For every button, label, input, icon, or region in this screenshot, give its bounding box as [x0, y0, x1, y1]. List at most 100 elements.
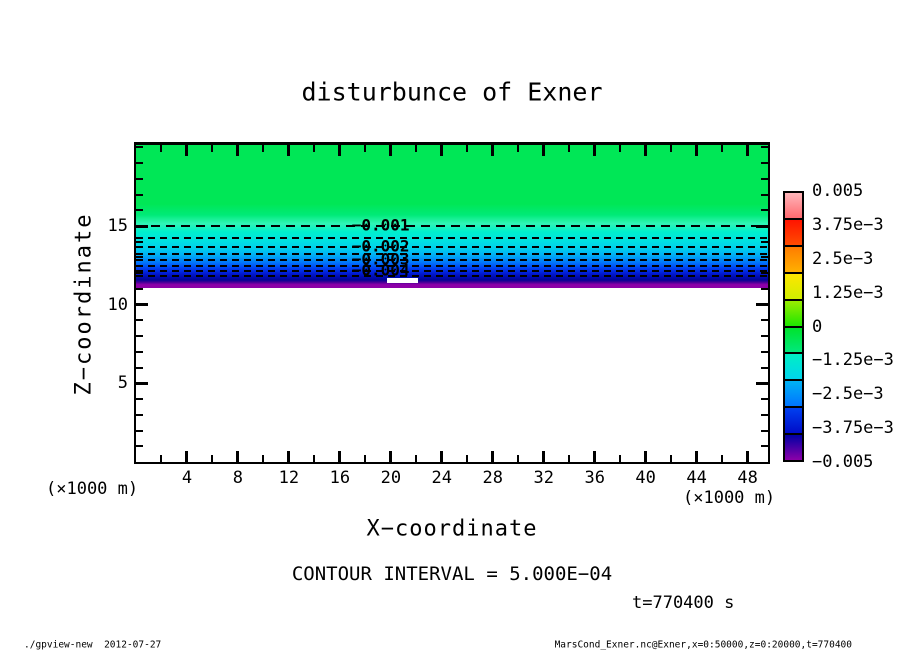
contour-line: [136, 245, 768, 248]
x-major-tick: [695, 145, 699, 156]
x-minor-tick: [313, 455, 316, 462]
y-major-tick: [136, 224, 148, 228]
x-major-tick: [338, 145, 342, 156]
x-major-tick: [389, 451, 393, 462]
x-minor-tick: [466, 145, 469, 152]
y-minor-tick: [136, 287, 143, 290]
colorbar-tick-label: 0.005: [812, 181, 864, 201]
plot-area: −0.001 −0.002 −0.003 −0.004: [136, 145, 768, 462]
y-minor-tick: [761, 335, 768, 338]
y-minor-tick: [136, 146, 143, 149]
x-minor-tick: [670, 145, 673, 152]
x-tick-label: 12: [278, 468, 300, 488]
colorbar-cell: [785, 193, 802, 218]
colorbar-cell: [785, 298, 802, 326]
footer-source: MarsCond_Exner.nc@Exner,x=0:50000,z=0:20…: [554, 639, 852, 651]
colorbar-cell: [785, 379, 802, 407]
y-minor-tick: [136, 335, 143, 338]
x-tick-label: 20: [380, 468, 402, 488]
colorbar-cell: [785, 244, 802, 272]
x-minor-tick: [262, 145, 265, 152]
x-tick-label: 4: [181, 468, 193, 488]
x-minor-tick: [466, 455, 469, 462]
x-major-tick: [542, 451, 546, 462]
y-tick-label: 15: [107, 216, 128, 237]
x-major-tick: [746, 451, 750, 462]
contour-line: [136, 264, 768, 267]
y-minor-tick: [136, 177, 143, 180]
contour-label: −0.001: [351, 215, 410, 235]
contour-line: [136, 253, 768, 256]
x-minor-tick: [721, 145, 724, 152]
x-minor-tick: [670, 455, 673, 462]
contour-interval-note: CONTOUR INTERVAL = 5.000E−04: [291, 563, 613, 585]
y-axis-unit: (×1000 m): [46, 479, 139, 499]
x-major-tick: [695, 451, 699, 462]
colorbar-tick-label: −1.25e−3: [812, 350, 894, 371]
y-minor-tick: [136, 445, 143, 448]
y-major-tick: [756, 303, 768, 307]
y-minor-tick: [761, 177, 768, 180]
y-minor-tick: [761, 413, 768, 416]
colorbar-tick-label: 3.75e−3: [812, 214, 884, 235]
x-tick-label: 44: [686, 468, 707, 488]
contour-label: −0.003: [351, 249, 410, 269]
x-axis-unit: (×1000 m): [683, 488, 776, 508]
x-major-tick: [644, 145, 648, 156]
x-minor-tick: [568, 455, 571, 462]
x-major-tick: [287, 145, 291, 156]
contour-label: −0.002: [351, 236, 410, 256]
x-minor-tick: [211, 455, 214, 462]
colorbar-tick-label: 0: [812, 316, 823, 337]
x-major-tick: [593, 145, 597, 156]
y-minor-tick: [761, 429, 768, 432]
field-notch: [387, 277, 418, 283]
colorbar-cell: [785, 406, 802, 434]
y-minor-tick: [136, 240, 143, 243]
x-tick-label: 24: [431, 468, 453, 488]
x-major-tick: [491, 145, 495, 156]
x-major-tick: [389, 145, 393, 156]
y-minor-tick: [761, 209, 768, 212]
y-minor-tick: [136, 193, 143, 196]
x-tick-label: 16: [329, 468, 351, 488]
y-minor-tick: [136, 272, 143, 275]
x-minor-tick: [313, 145, 316, 152]
x-minor-tick: [364, 455, 367, 462]
y-minor-tick: [761, 287, 768, 290]
x-major-tick: [287, 451, 291, 462]
x-major-tick: [491, 451, 495, 462]
y-major-tick: [136, 381, 148, 385]
x-major-tick: [236, 145, 240, 156]
x-minor-tick: [568, 145, 571, 152]
x-minor-tick: [415, 145, 418, 152]
y-minor-tick: [761, 398, 768, 401]
y-minor-tick: [136, 162, 143, 165]
contour-line: [136, 259, 768, 261]
y-minor-tick: [136, 319, 143, 322]
y-minor-tick: [136, 350, 143, 353]
colorbar-cell: [785, 325, 802, 353]
x-tick-label: 36: [584, 468, 605, 488]
colorbar-tick-label: 1.25e−3: [812, 282, 884, 303]
x-minor-tick: [160, 145, 163, 152]
x-minor-tick: [415, 455, 418, 462]
colorbar-cell: [785, 433, 802, 461]
colorbar-cell: [785, 352, 802, 380]
x-tick-label: 28: [482, 468, 504, 488]
time-label: t=770400 s: [632, 593, 735, 613]
x-minor-tick: [262, 455, 265, 462]
x-minor-tick: [619, 145, 622, 152]
x-major-tick: [593, 451, 597, 462]
x-tick-label: 48: [737, 468, 758, 488]
x-major-tick: [440, 145, 444, 156]
x-major-tick: [185, 451, 189, 462]
x-major-tick: [542, 145, 546, 156]
colorbar-tick-label: −2.5e−3: [812, 384, 884, 405]
colorbar-cell: [785, 217, 802, 245]
x-minor-tick: [721, 455, 724, 462]
y-tick-label: 5: [117, 373, 128, 394]
y-major-tick: [136, 303, 148, 307]
y-minor-tick: [136, 429, 143, 432]
y-minor-tick: [761, 162, 768, 165]
